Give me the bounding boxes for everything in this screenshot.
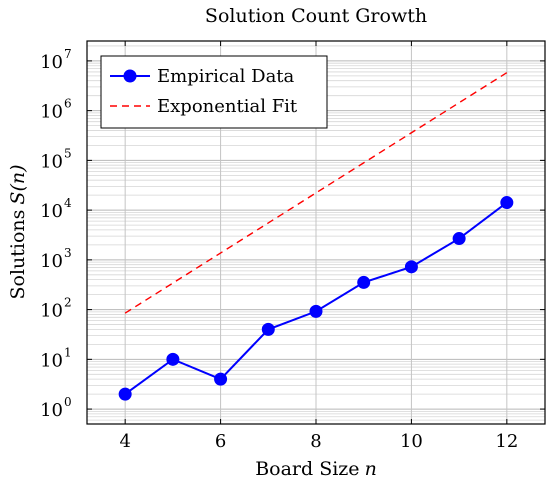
- x-axis-label-var: n: [365, 458, 377, 480]
- y-tick-label-exponent: 0: [64, 395, 72, 409]
- y-axis-label: Solutions S(n): [7, 165, 29, 300]
- data-point-empirical-data: [214, 372, 228, 386]
- legend: Empirical Data Exponential Fit: [100, 55, 328, 129]
- y-tick-label-base: 10: [40, 102, 63, 123]
- y-tick-label-base: 10: [40, 301, 63, 322]
- y-tick-label: 10 6: [40, 97, 72, 123]
- series-layer: [118, 72, 514, 401]
- x-tick-label: 4: [119, 431, 130, 452]
- series-line-exponential-fit: [124, 72, 508, 314]
- y-tick-label-exponent: 5: [64, 146, 72, 160]
- y-tick-label-exponent: 7: [64, 47, 72, 61]
- x-tick-label: 6: [215, 431, 226, 452]
- data-point-empirical-data: [309, 304, 323, 318]
- y-tick-label: 10 5: [40, 146, 72, 172]
- y-tick-label-base: 10: [40, 400, 63, 421]
- x-tick-label: 12: [495, 431, 518, 452]
- data-point-empirical-data: [500, 196, 514, 210]
- y-tick-label: 10 0: [40, 395, 72, 421]
- y-tick-label-exponent: 1: [64, 345, 72, 359]
- data-point-empirical-data: [261, 322, 275, 336]
- x-tick-labels: 4 6 8 10 12: [119, 431, 518, 452]
- data-point-empirical-data: [357, 275, 371, 289]
- y-tick-label-base: 10: [40, 201, 63, 222]
- data-point-empirical-data: [166, 352, 180, 366]
- legend-label-exponential-fit: Exponential Fit: [157, 96, 298, 117]
- y-tick-label: 10 3: [40, 246, 72, 272]
- y-tick-label-base: 10: [40, 52, 63, 73]
- data-point-empirical-data: [404, 260, 418, 274]
- y-axis-label-text: Solutions: [7, 210, 29, 300]
- legend-label-empirical-data: Empirical Data: [157, 66, 295, 87]
- legend-marker-empirical-data: [123, 69, 137, 83]
- chart-title: Solution Count Growth: [205, 5, 427, 27]
- y-tick-label-exponent: 2: [64, 296, 72, 310]
- y-tick-label-base: 10: [40, 151, 63, 172]
- x-tick-label: 10: [400, 431, 423, 452]
- axis-ticks: [87, 41, 545, 424]
- y-tick-label-exponent: 3: [64, 246, 72, 260]
- y-tick-label-exponent: 4: [64, 196, 72, 210]
- x-tick-label: 8: [310, 431, 321, 452]
- y-tick-label: 10 1: [40, 345, 72, 371]
- y-axis-label-var: S(n): [7, 165, 29, 205]
- y-tick-label-base: 10: [40, 251, 63, 272]
- legend-box: [100, 55, 328, 129]
- y-tick-label-base: 10: [40, 350, 63, 371]
- data-point-empirical-data: [452, 232, 466, 246]
- y-tick-label: 10 7: [40, 47, 72, 73]
- y-tick-label: 10 2: [40, 296, 72, 322]
- x-axis-label-text: Board Size: [255, 458, 359, 480]
- y-tick-label: 10 4: [40, 196, 72, 222]
- data-point-empirical-data: [118, 387, 132, 401]
- y-tick-label-exponent: 6: [64, 97, 72, 111]
- x-axis-label: Board Size n: [255, 458, 377, 480]
